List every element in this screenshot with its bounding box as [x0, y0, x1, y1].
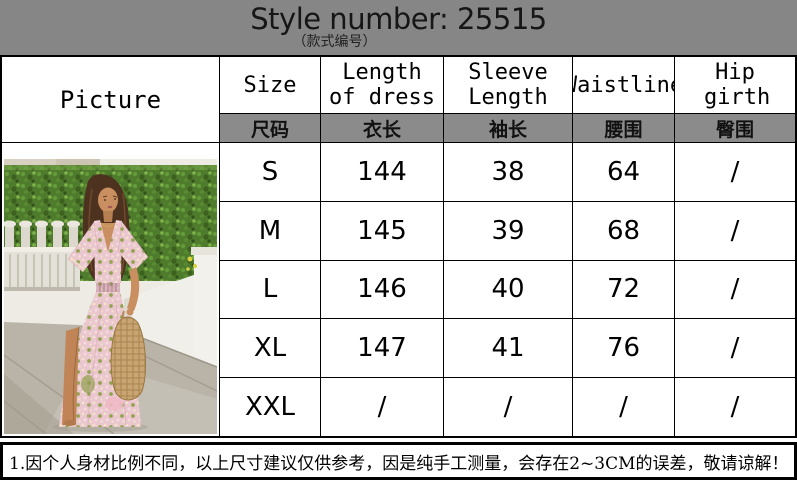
white-wall — [124, 246, 217, 369]
length-value: / — [321, 378, 443, 436]
model-illustration — [52, 174, 149, 432]
header-cn-length: 衣长 — [321, 114, 443, 142]
header-cn-hip: 臀围 — [675, 114, 795, 142]
waist-value: / — [573, 378, 674, 436]
length-value: 147 — [321, 319, 443, 378]
waist-value: 64 — [573, 143, 674, 201]
waist-value: 72 — [573, 260, 674, 319]
length-value: 144 — [321, 143, 443, 201]
disclaimer-text: 1.因个人身材比例不同，以上尺寸建议仅供参考，因是纯手工测量，会存在2~3CM的… — [9, 453, 789, 474]
page-title: Style number: 25515 — [250, 2, 547, 36]
header-hip-girth: Hip girth — [675, 57, 795, 113]
size-value: XXL — [220, 378, 320, 436]
straw-bag — [110, 316, 146, 401]
page-subtitle: （款式编号） — [292, 34, 377, 50]
header-banner: Style number: 25515 （款式编号） — [0, 0, 797, 55]
hip-value: / — [675, 201, 795, 260]
size-value: M — [220, 201, 320, 260]
product-photo — [4, 159, 217, 434]
header-size: Size — [220, 57, 320, 113]
header-length-of-dress: Length of dress — [321, 57, 443, 113]
hip-value: / — [675, 319, 795, 378]
sleeve-value: 41 — [444, 319, 572, 378]
product-photo-cell — [2, 143, 219, 436]
header-sleeve-length-text: Sleeve Length — [468, 60, 548, 110]
picture-column-header: Picture — [2, 57, 219, 142]
sleeve-value: 38 — [444, 143, 572, 201]
sleeve-value: / — [444, 378, 572, 436]
size-value: S — [220, 143, 320, 201]
header-cn-waist: 腰围 — [573, 114, 674, 142]
length-value: 146 — [321, 260, 443, 319]
header-length-of-dress-text: Length of dress — [329, 60, 435, 110]
hip-value: / — [675, 143, 795, 201]
header-cn-sleeve: 袖长 — [444, 114, 572, 142]
size-chart-table: Picture Size Length of dress Sleeve Leng… — [0, 55, 797, 438]
header-hip-girth-text: Hip girth — [704, 60, 771, 110]
fence-posts — [4, 220, 80, 247]
header-waistline: Waistline — [573, 57, 674, 113]
sleeve-value: 39 — [444, 201, 572, 260]
hip-value: / — [675, 378, 795, 436]
waist-value: 68 — [573, 201, 674, 260]
header-cn-size: 尺码 — [220, 114, 320, 142]
sleeve-value: 40 — [444, 260, 572, 319]
size-value: XL — [220, 319, 320, 378]
hip-value: / — [675, 260, 795, 319]
size-value: L — [220, 260, 320, 319]
disclaimer-note: 1.因个人身材比例不同，以上尺寸建议仅供参考，因是纯手工测量，会存在2~3CM的… — [0, 442, 797, 480]
header-sleeve-length: Sleeve Length — [444, 57, 572, 113]
leg — [62, 326, 79, 425]
waist-value: 76 — [573, 319, 674, 378]
length-value: 145 — [321, 201, 443, 260]
picket-fence — [4, 246, 80, 291]
